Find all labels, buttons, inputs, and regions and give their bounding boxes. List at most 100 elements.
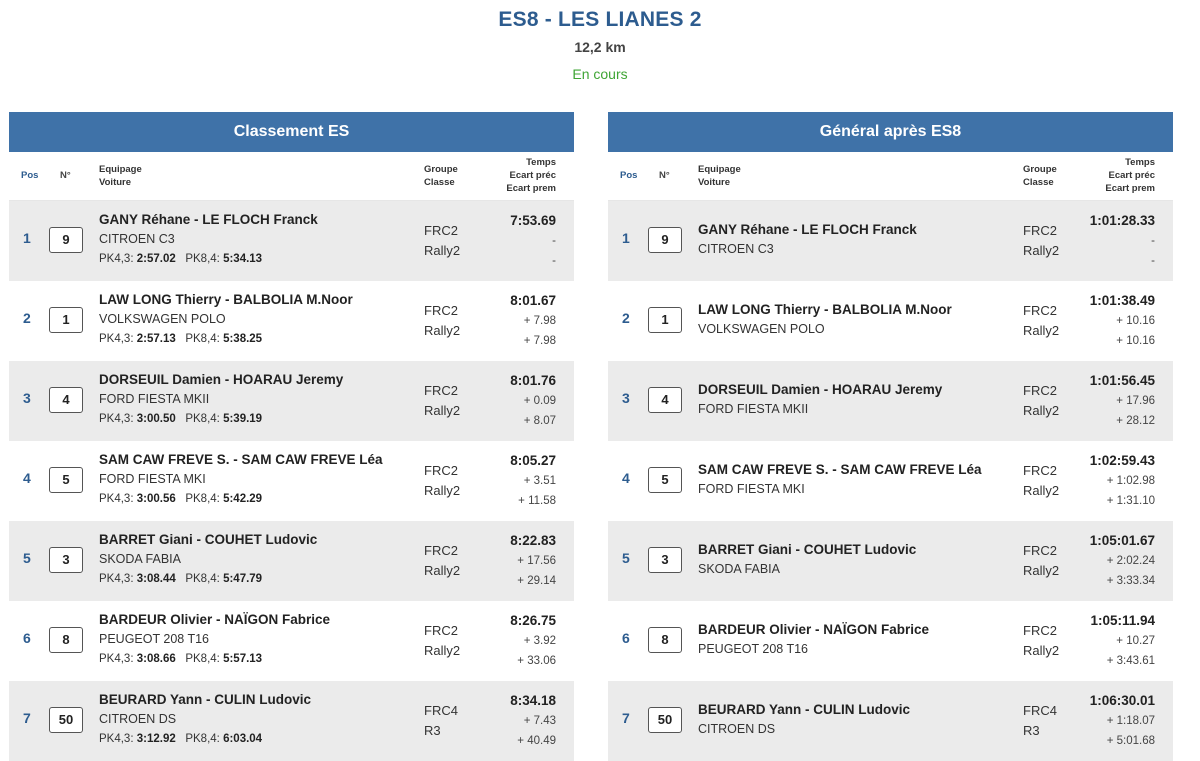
time-gaps: 1:01:38.49 + 10.16 + 10.16 (1089, 293, 1155, 347)
position: 5 (23, 550, 31, 566)
table-row[interactable]: 4 5 SAM CAW FREVE S. - SAM CAW FREVE Léa… (9, 441, 574, 521)
time-gaps: 1:06:30.01 + 1:18.07 + 5:01.68 (1089, 693, 1155, 747)
header-num: N° (60, 170, 71, 181)
header-group-label: Groupe (1023, 164, 1057, 175)
time-gaps: 8:01.76 + 0.09 + 8.07 (510, 373, 556, 427)
general-ranking-panel: Général après ES8 Pos N° Equipage Voitur… (608, 112, 1173, 761)
car-model: FORD FIESTA MKI (698, 482, 805, 496)
table-row[interactable]: 7 50 BEURARD Yann - CULIN Ludovic CITROE… (9, 681, 574, 761)
crew-name: BARRET Giani - COUHET Ludovic (698, 542, 917, 557)
header-class-label: Classe (424, 177, 455, 188)
group-class: FRC2 Rally2 (424, 543, 461, 578)
car-number-badge: 9 (648, 227, 682, 253)
table-row[interactable]: 2 1 LAW LONG Thierry - BALBOLIA M.Noor V… (9, 281, 574, 361)
ranking-rows: 1 9 GANY Réhane - LE FLOCH Franck CITROE… (608, 201, 1173, 761)
time-gaps: 1:02:59.43 + 1:02.98 + 1:31.10 (1089, 453, 1155, 507)
car-model: PEUGEOT 208 T16 (698, 642, 809, 656)
car-model: SKODA FABIA (698, 562, 780, 576)
table-row[interactable]: 7 50 BEURARD Yann - CULIN Ludovic CITROE… (608, 681, 1173, 761)
crew-name: SAM CAW FREVE S. - SAM CAW FREVE Léa (698, 462, 982, 477)
group-class: FRC2 Rally2 (1023, 223, 1060, 258)
table-row[interactable]: 3 4 DORSEUIL Damien - HOARAU Jeremy FORD… (9, 361, 574, 441)
table-row[interactable]: 2 1 LAW LONG Thierry - BALBOLIA M.Noor V… (608, 281, 1173, 361)
time-gaps: 1:01:56.45 + 17.96 + 28.12 (1089, 373, 1155, 427)
time-gaps: 1:05:11.94 + 10.27 + 3:43.61 (1090, 613, 1155, 667)
crew-name: LAW LONG Thierry - BALBOLIA M.Noor (698, 302, 952, 317)
header-car-label: Voiture (99, 177, 132, 188)
car-model: FORD FIESTA MKI (99, 472, 206, 486)
header-pos: Pos (620, 170, 638, 181)
group-class: FRC4 R3 (1023, 703, 1057, 738)
position: 4 (622, 470, 630, 486)
position: 7 (23, 710, 31, 726)
position: 2 (622, 310, 630, 326)
split-times: PK4,3: 3:00.56 PK8,4: 5:42.29 (99, 493, 263, 505)
group-class: FRC2 Rally2 (424, 623, 461, 658)
car-number-badge: 1 (49, 307, 83, 333)
ranking-rows: 1 9 GANY Réhane - LE FLOCH Franck CITROE… (9, 201, 574, 761)
table-row[interactable]: 3 4 DORSEUIL Damien - HOARAU Jeremy FORD… (608, 361, 1173, 441)
split-times: PK4,3: 3:08.44 PK8,4: 5:47.79 (99, 573, 263, 585)
position: 1 (622, 230, 630, 246)
header-gap-prev-label: Ecart préc (1108, 170, 1155, 181)
car-number-badge: 9 (49, 227, 83, 253)
header-num: N° (659, 170, 670, 181)
header-pos: Pos (21, 170, 39, 181)
group-class: FRC2 Rally2 (1023, 463, 1060, 498)
header-crew: Equipage Voiture (99, 163, 142, 189)
split-times: PK4,3: 3:12.92 PK8,4: 6:03.04 (99, 733, 263, 745)
table-row[interactable]: 5 3 BARRET Giani - COUHET Ludovic SKODA … (9, 521, 574, 601)
header-crew-label: Equipage (698, 164, 741, 175)
group-class: FRC2 Rally2 (1023, 303, 1060, 338)
panel-title: Classement ES (9, 112, 574, 152)
header-time: Temps Ecart préc Ecart prem (506, 156, 556, 195)
time-gaps: 8:34.18 + 7.43 + 40.49 (510, 693, 556, 747)
split-times: PK4,3: 2:57.13 PK8,4: 5:38.25 (99, 333, 263, 345)
header-class-label: Classe (1023, 177, 1054, 188)
header-time: Temps Ecart préc Ecart prem (1105, 156, 1155, 195)
car-number-badge: 8 (648, 627, 682, 653)
car-number-badge: 3 (648, 547, 682, 573)
car-number-badge: 5 (49, 467, 83, 493)
car-number-badge: 8 (49, 627, 83, 653)
table-row[interactable]: 4 5 SAM CAW FREVE S. - SAM CAW FREVE Léa… (608, 441, 1173, 521)
panel-title: Général après ES8 (608, 112, 1173, 152)
car-model: VOLKSWAGEN POLO (99, 312, 226, 326)
car-model: CITROEN DS (698, 722, 776, 736)
table-row[interactable]: 1 9 GANY Réhane - LE FLOCH Franck CITROE… (608, 201, 1173, 281)
time-gaps: 8:05.27 + 3.51 + 11.58 (510, 453, 556, 507)
car-model: SKODA FABIA (99, 552, 181, 566)
stage-distance: 12,2 km (574, 39, 626, 55)
time-gaps: 8:22.83 + 17.56 + 29.14 (510, 533, 556, 587)
group-class: FRC2 Rally2 (1023, 623, 1060, 658)
car-model: PEUGEOT 208 T16 (99, 632, 210, 646)
crew-name: BARDEUR Olivier - NAÏGON Fabrice (698, 622, 930, 637)
position: 5 (622, 550, 630, 566)
car-model: CITROEN C3 (698, 242, 774, 256)
table-row[interactable]: 6 8 BARDEUR Olivier - NAÏGON Fabrice PEU… (9, 601, 574, 681)
column-headers: Pos N° Equipage Voiture Groupe Classe Te… (608, 152, 1173, 201)
crew-name: DORSEUIL Damien - HOARAU Jeremy (99, 372, 344, 387)
group-class: FRC2 Rally2 (1023, 383, 1060, 418)
table-row[interactable]: 5 3 BARRET Giani - COUHET Ludovic SKODA … (608, 521, 1173, 601)
car-number-badge: 4 (648, 387, 682, 413)
crew-name: BEURARD Yann - CULIN Ludovic (99, 692, 312, 707)
column-headers: Pos N° Equipage Voiture Groupe Classe Te… (9, 152, 574, 201)
position: 4 (23, 470, 31, 486)
group-class: FRC2 Rally2 (424, 463, 461, 498)
table-row[interactable]: 6 8 BARDEUR Olivier - NAÏGON Fabrice PEU… (608, 601, 1173, 681)
crew-name: GANY Réhane - LE FLOCH Franck (99, 212, 318, 227)
car-number-badge: 3 (49, 547, 83, 573)
car-number-badge: 50 (49, 707, 83, 733)
header-crew-label: Equipage (99, 164, 142, 175)
position: 6 (622, 630, 630, 646)
group-class: FRC2 Rally2 (424, 223, 461, 258)
stage-status: En cours (572, 66, 628, 82)
position: 1 (23, 230, 31, 246)
stage-ranking-panel: Classement ES Pos N° Equipage Voiture Gr… (9, 112, 574, 761)
table-row[interactable]: 1 9 GANY Réhane - LE FLOCH Franck CITROE… (9, 201, 574, 281)
car-model: CITROEN C3 (99, 232, 175, 246)
stage-title: ES8 - LES LIANES 2 (498, 8, 702, 31)
header-time-label: Temps (526, 157, 556, 168)
crew-name: BARDEUR Olivier - NAÏGON Fabrice (99, 612, 331, 627)
